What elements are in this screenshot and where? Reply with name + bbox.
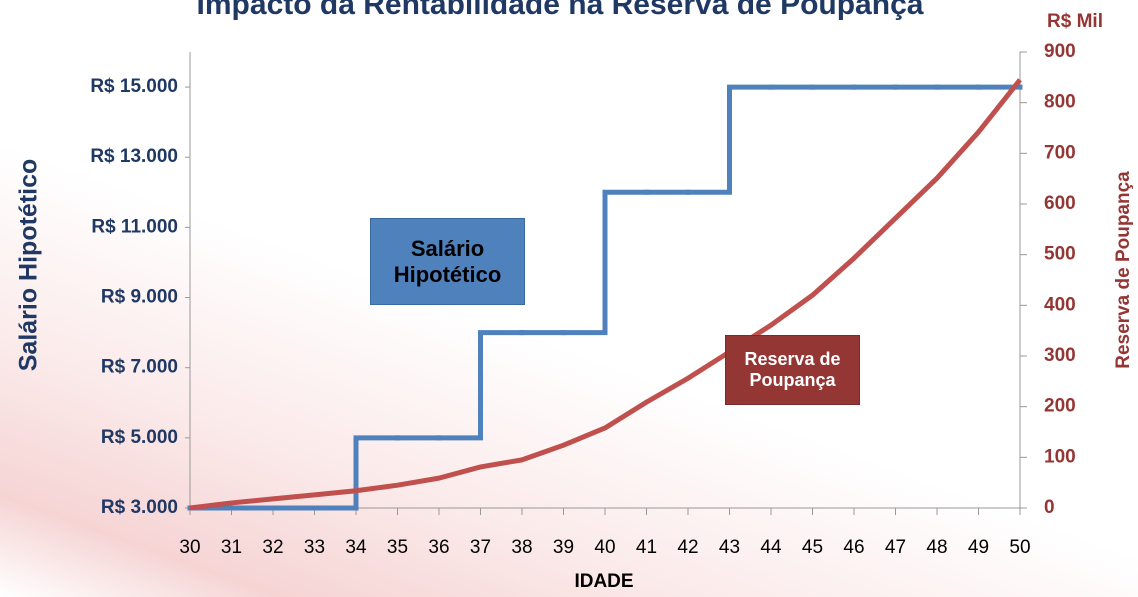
y2-tick-label: 100 [1044,446,1076,467]
y2-tick-label: 500 [1044,244,1076,265]
y2-tick-label: 700 [1044,142,1076,163]
y-tick-label: R$ 15.000 [90,76,178,97]
x-tick-label: 36 [428,537,449,558]
y2-tick-label: 400 [1044,294,1076,315]
y-tick-label: R$ 9.000 [101,287,178,308]
y2-axis-label: Reserva de Poupança [1113,171,1134,369]
annotation-salary: Salário Hipotético [370,218,525,305]
x-tick-label: 43 [719,537,740,558]
x-tick-label: 35 [387,537,408,558]
x-tick-label: 39 [553,537,574,558]
x-tick-label: 32 [262,537,283,558]
x-tick-label: 40 [594,537,615,558]
series-line [189,78,1022,511]
x-tick-label: 37 [470,537,491,558]
x-tick-label: 45 [802,537,823,558]
y2-tick-label: 0 [1044,497,1055,518]
x-tick-label: 38 [511,537,532,558]
x-tick-label: 31 [221,537,242,558]
x-tick-label: 30 [179,537,200,558]
x-tick-label: 41 [636,537,657,558]
x-tick-label: 33 [304,537,325,558]
x-tick-label: 48 [926,537,947,558]
y-tick-label: R$ 5.000 [101,427,178,448]
x-tick-label: 44 [760,537,782,558]
x-tick-label: 34 [345,537,367,558]
y2-tick-label: 600 [1044,193,1076,214]
y-tick-label: R$ 13.000 [90,146,178,167]
y-tick-label: R$ 3.000 [101,497,178,518]
x-axis-label: IDADE [574,571,633,592]
x-tick-label: 50 [1009,537,1030,558]
x-tick-label: 42 [677,537,698,558]
annotation-reserve: Reserva de Poupança [725,335,860,405]
y-tick-label: R$ 7.000 [101,357,178,378]
y2-tick-label: 200 [1044,396,1076,417]
y2-tick-label: 800 [1044,92,1076,113]
x-tick-label: 47 [885,537,906,558]
y-axis-label: Salário Hipotético [15,159,43,372]
y2-unit: R$ Mil [1047,11,1103,32]
y-tick-label: R$ 11.000 [91,216,178,237]
y2-tick-label: 900 [1044,41,1076,62]
y2-tick-label: 300 [1044,345,1076,366]
x-tick-label: 46 [843,537,864,558]
chart-title: Impacto da Rentabilidade na Reserva de P… [197,0,924,21]
x-tick-label: 49 [968,537,989,558]
